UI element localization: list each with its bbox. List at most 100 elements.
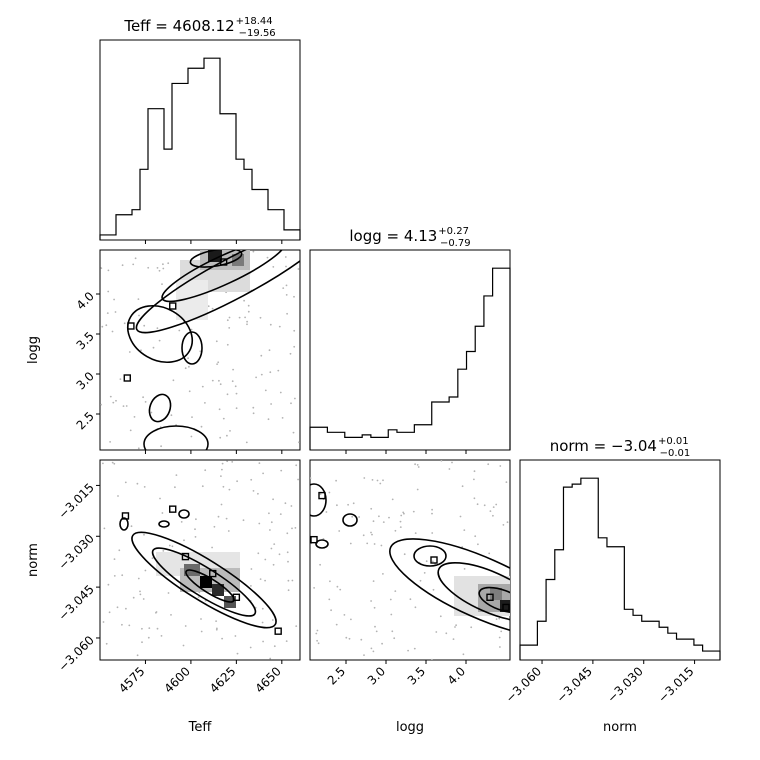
sample-point [111, 461, 114, 464]
sample-point [140, 349, 142, 352]
sample-point [455, 624, 457, 627]
sample-point [372, 650, 375, 653]
sample-point [291, 527, 293, 530]
sample-point [200, 618, 202, 620]
sample-point [118, 549, 121, 552]
sample-point [470, 626, 473, 629]
sample-point [291, 579, 294, 582]
sample-point [219, 436, 222, 439]
sample-point [136, 482, 139, 485]
sample-point [136, 654, 139, 657]
sample-point [259, 316, 262, 319]
sample-point [287, 560, 289, 563]
sample-point [502, 524, 505, 526]
sample-point [123, 322, 126, 325]
sample-point [250, 585, 252, 587]
y-tick-label: 2.5 [74, 409, 97, 432]
contour-line [127, 304, 193, 364]
sample-point [215, 620, 218, 622]
sample-point [473, 470, 476, 473]
sample-point [143, 533, 145, 536]
sample-point [258, 522, 261, 525]
sample-point [399, 520, 402, 523]
sample-point [474, 535, 477, 538]
sample-point [473, 497, 476, 500]
sample-point [222, 417, 225, 420]
sample-point [350, 618, 352, 621]
sample-point [338, 530, 341, 532]
sample-point [141, 627, 143, 630]
sample-point [394, 590, 397, 592]
sample-point [336, 504, 338, 507]
sample-point [139, 590, 141, 593]
sample-point [487, 463, 490, 466]
sample-point [128, 351, 131, 353]
sample-point [290, 402, 292, 405]
sample-point [246, 323, 248, 326]
sample-point [409, 598, 412, 601]
sample-point [226, 393, 229, 396]
x-tick-label: 4575 [116, 664, 147, 695]
sample-point [390, 613, 393, 616]
sample-point [178, 329, 181, 332]
sample-point [382, 573, 384, 575]
contour-line [119, 517, 129, 531]
sample-point [378, 515, 380, 518]
sample-point [190, 435, 193, 438]
sample-point [133, 416, 136, 418]
sample-point [495, 503, 498, 506]
sample-point [330, 609, 332, 612]
sample-point [261, 621, 264, 624]
sample-point [363, 477, 366, 479]
sample-point [147, 266, 150, 269]
sample-point [336, 585, 339, 588]
sample-point [285, 294, 288, 296]
sample-point [448, 468, 451, 470]
density-cell [200, 576, 212, 588]
sample-point [381, 642, 383, 645]
sample-point [439, 615, 442, 618]
density-norm-teff-frame [99, 459, 301, 661]
contour-line [189, 250, 243, 268]
sample-point [161, 512, 164, 514]
title-logg: logg = 4.13+0.27 −0.79 [349, 226, 470, 249]
sample-point [370, 647, 373, 650]
sample-point [335, 623, 338, 626]
x-tick-label: 4650 [252, 664, 283, 695]
sample-point [142, 396, 145, 399]
contour-line [413, 545, 447, 567]
sample-point [220, 503, 223, 506]
sample-point [215, 628, 218, 631]
sample-point [345, 636, 348, 639]
sample-point [190, 328, 193, 331]
sample-point [138, 314, 140, 317]
sample-point [100, 267, 103, 269]
sample-point [222, 485, 225, 488]
sample-point [148, 627, 151, 629]
sample-point [290, 505, 293, 507]
density-cell [208, 250, 222, 262]
sample-point [284, 502, 287, 505]
sample-point [476, 503, 479, 506]
sample-point [227, 530, 230, 532]
histogram-teff [99, 57, 301, 240]
sample-point [229, 430, 231, 432]
hist-norm-frame [519, 459, 721, 661]
sample-point [162, 550, 165, 552]
hist-logg-frame [309, 249, 511, 451]
sample-point [109, 395, 112, 398]
sample-point [499, 465, 502, 467]
mode-marker [121, 512, 130, 520]
sample-point [125, 607, 127, 610]
sample-point [255, 376, 257, 379]
sample-point [225, 517, 228, 520]
sample-point [260, 373, 263, 376]
x-tick-label: −3.045 [554, 664, 595, 705]
sample-point [269, 371, 272, 374]
xlabel-teff: Teff [188, 720, 213, 735]
sample-point [170, 614, 172, 616]
sample-point [161, 283, 163, 285]
sample-point [292, 431, 295, 434]
sample-point [158, 269, 161, 272]
